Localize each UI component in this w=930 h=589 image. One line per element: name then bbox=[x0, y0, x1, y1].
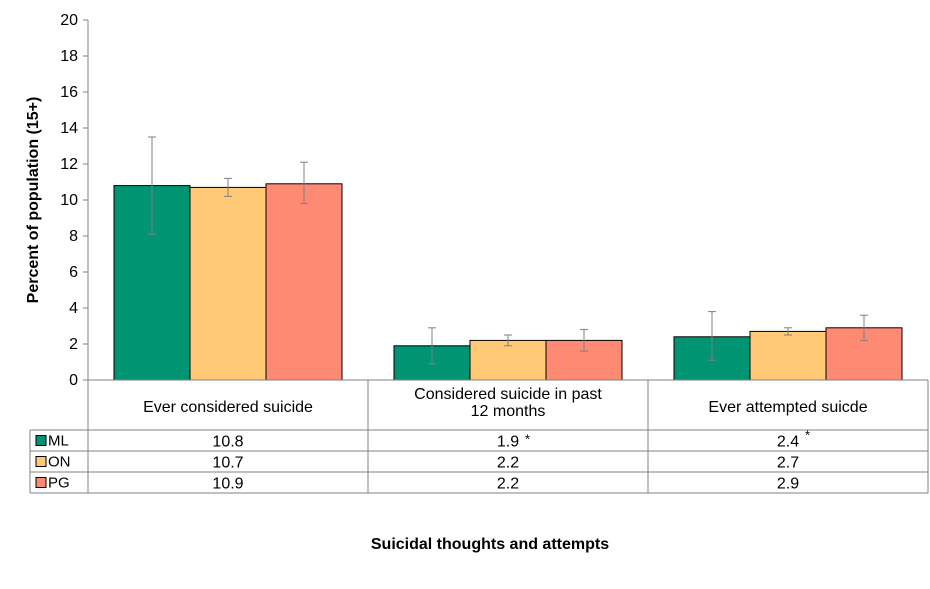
y-tick-label: 0 bbox=[69, 372, 78, 389]
y-axis-title: Percent of population (15+) bbox=[25, 97, 42, 304]
data-label: 2.9 bbox=[777, 476, 799, 493]
data-label: 2.7 bbox=[777, 455, 799, 472]
bar-pg bbox=[265, 183, 343, 381]
category-label: Ever considered suicide bbox=[143, 399, 313, 416]
y-tick-label: 14 bbox=[60, 120, 78, 137]
y-tick-label: 10 bbox=[60, 192, 78, 209]
bars bbox=[88, 183, 928, 381]
legend-label: ON bbox=[48, 454, 71, 471]
y-axis: 0 2 4 6 8 10 12 14 16 18 20 bbox=[60, 12, 89, 389]
y-tick-label: 4 bbox=[69, 300, 78, 317]
data-label: 2.2 bbox=[497, 455, 519, 472]
y-tick-label: 20 bbox=[60, 12, 78, 29]
y-tick-label: 6 bbox=[69, 264, 78, 281]
y-tick-label: 16 bbox=[60, 84, 78, 101]
bar-on bbox=[469, 339, 547, 381]
error-bars bbox=[148, 136, 868, 365]
y-tick-label: 12 bbox=[60, 156, 78, 173]
data-label: 2.2 bbox=[497, 476, 519, 493]
legend-key-on bbox=[35, 456, 47, 467]
data-label: 10.7 bbox=[212, 455, 243, 472]
data-label: 10.9 bbox=[212, 476, 243, 493]
data-label: 2.4 bbox=[777, 434, 799, 451]
significance-note: * bbox=[525, 432, 530, 447]
data-table: Ever considered suicide Considered suicid… bbox=[29, 380, 929, 494]
legend-label: ML bbox=[48, 433, 69, 450]
data-label: 1.9 bbox=[497, 434, 519, 451]
x-axis-title: Suicidal thoughts and attempts bbox=[371, 536, 609, 553]
bar-on bbox=[189, 186, 267, 381]
category-label: Considered suicide in past bbox=[414, 386, 602, 403]
significance-note: * bbox=[805, 428, 810, 443]
y-tick-label: 8 bbox=[69, 228, 78, 245]
y-tick-label: 18 bbox=[60, 48, 78, 65]
y-tick-label: 2 bbox=[69, 336, 78, 353]
category-label: Ever attempted suicde bbox=[708, 399, 867, 416]
legend-key-ml bbox=[35, 435, 47, 446]
legend-label: PG bbox=[48, 475, 70, 492]
data-label: 10.8 bbox=[212, 434, 243, 451]
category-label: 12 months bbox=[471, 403, 546, 420]
bar-on bbox=[749, 330, 827, 381]
legend-key-pg bbox=[35, 477, 47, 488]
